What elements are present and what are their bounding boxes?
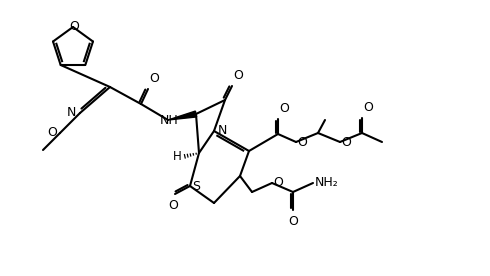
Text: H: H (172, 150, 181, 163)
Text: O: O (69, 20, 79, 33)
Text: O: O (363, 101, 373, 114)
Text: N: N (218, 124, 227, 137)
Text: O: O (168, 199, 178, 212)
Text: O: O (341, 136, 351, 148)
Text: O: O (233, 69, 243, 82)
Text: S: S (192, 181, 200, 193)
Text: O: O (47, 126, 57, 139)
Text: O: O (288, 215, 298, 228)
Polygon shape (168, 111, 196, 120)
Text: O: O (297, 136, 307, 148)
Text: O: O (273, 176, 283, 190)
Text: N: N (67, 107, 76, 120)
Text: O: O (279, 102, 289, 115)
Text: O: O (149, 72, 159, 85)
Text: NH: NH (160, 113, 178, 126)
Text: NH₂: NH₂ (315, 176, 339, 190)
